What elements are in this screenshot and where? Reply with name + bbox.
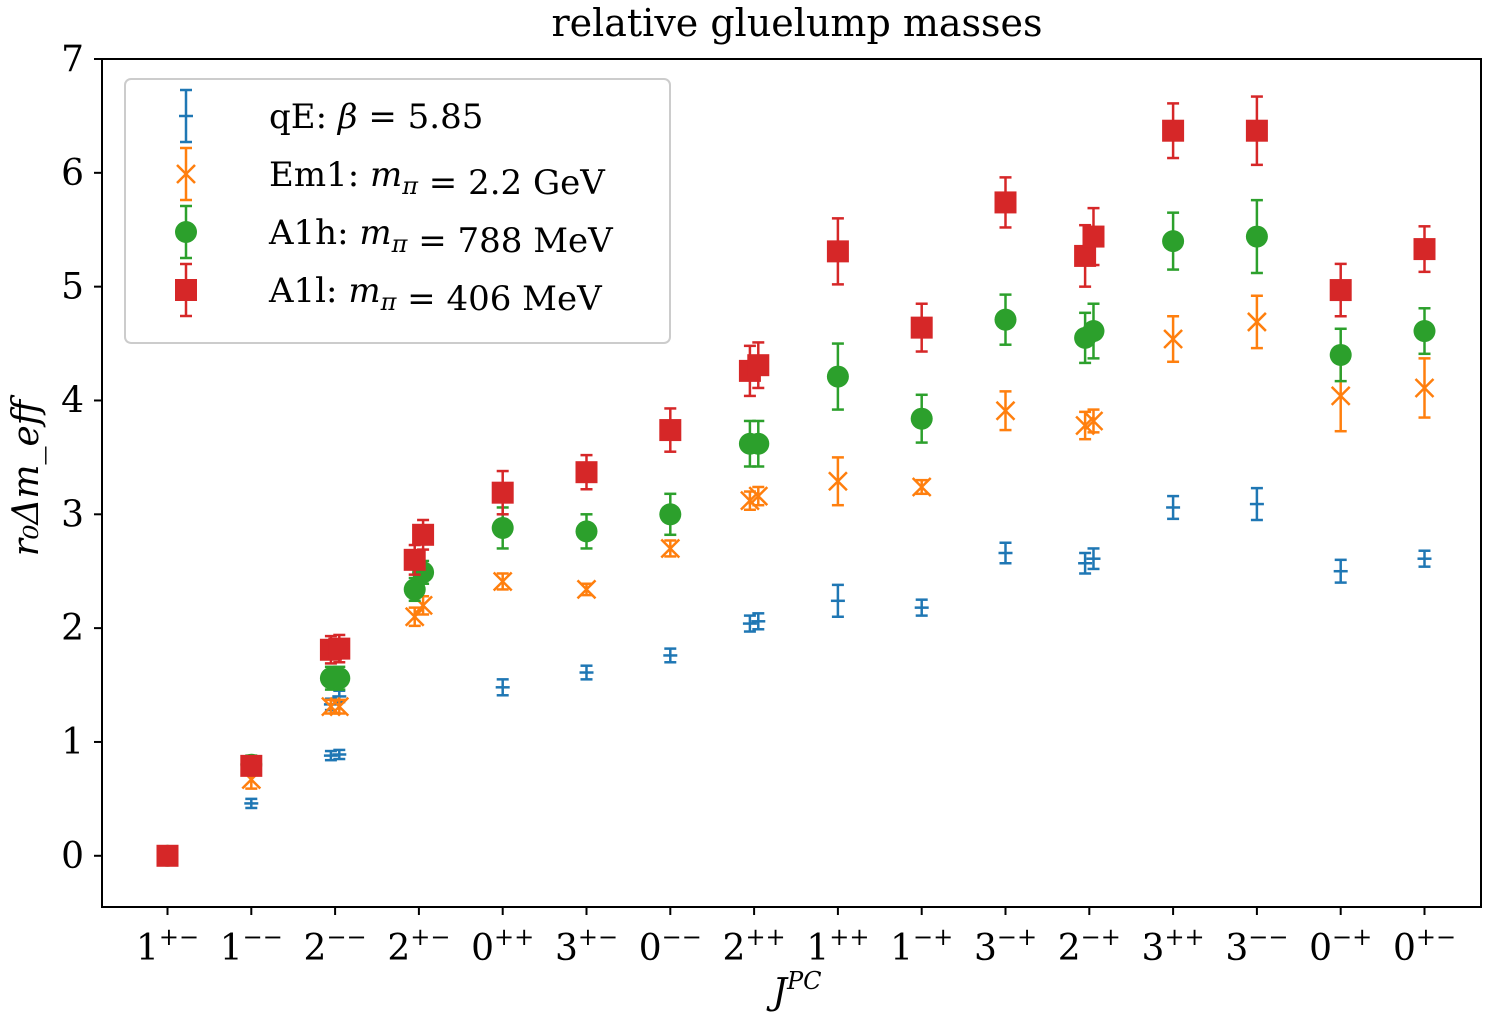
- series-2: [156, 198, 1436, 867]
- x-tick-label: 1−+: [890, 923, 953, 969]
- x-axis-label-base: J: [766, 972, 790, 1013]
- x-tick-label: 0+−: [1393, 923, 1456, 969]
- y-tick-label: 5: [61, 267, 84, 308]
- x-axis-label: JPC: [766, 967, 822, 1013]
- data-point: [1245, 225, 1268, 248]
- chart-title: relative gluelump masses: [551, 1, 1042, 45]
- y-tick-label: 7: [61, 39, 84, 80]
- legend-entry: qE: β = 5.85: [179, 88, 483, 144]
- x-tick-label: 3−−: [1225, 923, 1288, 969]
- data-point: [660, 538, 681, 559]
- data-point: [1074, 244, 1097, 267]
- data-point: [1330, 386, 1351, 406]
- data-point: [747, 354, 770, 377]
- y-axis-label: r₀Δm_eff: [6, 394, 47, 556]
- series-1: [157, 294, 1435, 866]
- data-point: [1245, 119, 1268, 142]
- legend-marker: [175, 221, 197, 243]
- data-point: [403, 548, 426, 571]
- data-point: [1082, 225, 1105, 248]
- legend-marker: [176, 164, 196, 184]
- data-marks: [156, 95, 1436, 867]
- data-point: [828, 471, 848, 492]
- x-axis-label-sup: PC: [786, 967, 822, 995]
- data-point: [1162, 119, 1185, 142]
- x-tick-label: 1++: [806, 923, 869, 969]
- data-point: [910, 407, 933, 430]
- data-point: [412, 523, 435, 546]
- x-tick-label: 0−−: [639, 923, 702, 969]
- data-point: [826, 240, 849, 263]
- data-point: [994, 191, 1017, 214]
- x-tick-label: 2++: [723, 923, 786, 969]
- y-tick-label: 1: [61, 722, 84, 763]
- y-tick-label: 4: [61, 380, 84, 421]
- legend-entry: A1l: mπ = 406 MeV: [175, 262, 603, 319]
- data-point: [994, 308, 1017, 331]
- data-point: [1414, 378, 1435, 398]
- data-point: [1083, 411, 1104, 431]
- series-0: [160, 486, 1432, 858]
- y-tick-label: 2: [61, 608, 84, 649]
- legend-entry: A1h: mπ = 788 MeV: [175, 204, 614, 261]
- y-tick-label: 6: [61, 153, 84, 194]
- data-point: [1329, 279, 1352, 302]
- legend-label: qE: β = 5.85: [269, 97, 483, 137]
- data-point: [748, 486, 769, 506]
- data-point: [910, 316, 933, 339]
- data-point: [911, 477, 932, 497]
- x-tick-label: 2+−: [387, 923, 450, 969]
- x-tick-label: 3++: [1142, 923, 1205, 969]
- x-tick-label: 3−+: [974, 923, 1037, 969]
- data-point: [329, 696, 350, 717]
- data-point: [1413, 320, 1436, 343]
- legend-entry: Em1: mπ = 2.2 GeV: [176, 146, 606, 203]
- data-point: [826, 365, 849, 388]
- data-point: [747, 432, 770, 455]
- data-point: [659, 419, 682, 442]
- data-point: [404, 606, 425, 627]
- y-axis-ticks: 0 1 2 3 4 5 6 7: [61, 39, 102, 877]
- legend-label: A1h: mπ = 788 MeV: [268, 213, 614, 261]
- legend-label: A1l: mπ = 406 MeV: [268, 271, 603, 319]
- plot-frame: [101, 58, 1482, 908]
- data-point: [240, 754, 263, 777]
- x-tick-label: 2−−: [304, 923, 367, 969]
- data-point: [491, 516, 514, 539]
- x-tick-label: 1−−: [220, 923, 283, 969]
- legend: qE: β = 5.85 Em1: mπ = 2.2 GeV A1h: mπ = 7…: [124, 78, 671, 344]
- data-point: [576, 579, 597, 600]
- legend-box: [124, 78, 671, 344]
- data-point: [1413, 238, 1436, 261]
- data-point: [1162, 230, 1185, 253]
- x-axis-ticks: 1+− 1−− 2−− 2+− 0++ 3+− 0−− 2++ 1++ 1−+ 3−+ 2−+ 3++ 3…: [136, 907, 1456, 969]
- data-point: [492, 571, 513, 592]
- data-point: [659, 503, 682, 526]
- data-point: [995, 400, 1016, 421]
- x-tick-label: 0−+: [1309, 923, 1372, 969]
- legend-label: Em1: mπ = 2.2 GeV: [269, 155, 606, 203]
- x-tick-label: 2−+: [1058, 923, 1121, 969]
- data-point: [1329, 343, 1352, 366]
- x-tick-label: 0++: [471, 923, 534, 969]
- x-tick-label: 1+−: [136, 923, 199, 969]
- data-point: [575, 461, 598, 484]
- y-tick-label: 0: [61, 836, 84, 877]
- data-point: [575, 520, 598, 543]
- data-point: [1163, 329, 1183, 349]
- legend-marker: [175, 279, 197, 301]
- data-point: [328, 637, 351, 660]
- data-point: [1247, 312, 1267, 332]
- y-tick-label: 3: [61, 494, 84, 535]
- data-point: [156, 844, 179, 867]
- data-point: [491, 481, 514, 504]
- data-point: [328, 667, 351, 690]
- x-tick-label: 3+−: [555, 923, 618, 969]
- data-point: [1082, 320, 1105, 343]
- series-3: [156, 95, 1436, 867]
